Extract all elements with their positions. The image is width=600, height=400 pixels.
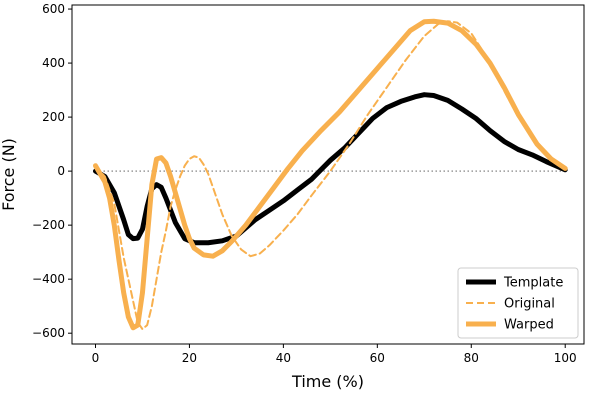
x-tick-label: 20 (182, 351, 197, 365)
y-axis-label: Force (N) (0, 138, 18, 211)
y-tick-label: 600 (42, 2, 65, 16)
y-tick-label: −200 (32, 218, 65, 232)
x-tick-label: 80 (464, 351, 479, 365)
y-tick-label: 0 (57, 164, 65, 178)
plot-area (92, 18, 568, 331)
y-tick-label: −400 (32, 272, 65, 286)
x-tick-label: 40 (276, 351, 291, 365)
y-axis-ticks: −600 −400 −200 0 200 400 600 (32, 2, 72, 340)
legend: Template Original Warped (457, 267, 579, 339)
x-tick-label: 100 (554, 351, 577, 365)
y-tick-label: −600 (32, 326, 65, 340)
x-tick-label: 0 (92, 351, 100, 365)
series-line-original (94, 20, 567, 331)
axes-frame (71, 4, 585, 345)
legend-label-original: Original (504, 297, 555, 312)
y-tick-label: 400 (42, 56, 65, 70)
y-tick-label: 200 (42, 110, 65, 124)
legend-label-warped: Warped (504, 318, 554, 333)
x-axis-ticks: 0 20 40 60 80 100 (92, 344, 577, 365)
x-tick-label: 60 (370, 351, 385, 365)
series-layer (92, 18, 568, 331)
series-line-warped (92, 18, 568, 331)
legend-box (457, 267, 579, 339)
series-line-template (92, 92, 568, 246)
legend-label-template: Template (503, 276, 563, 291)
x-axis-label: Time (%) (291, 372, 364, 391)
